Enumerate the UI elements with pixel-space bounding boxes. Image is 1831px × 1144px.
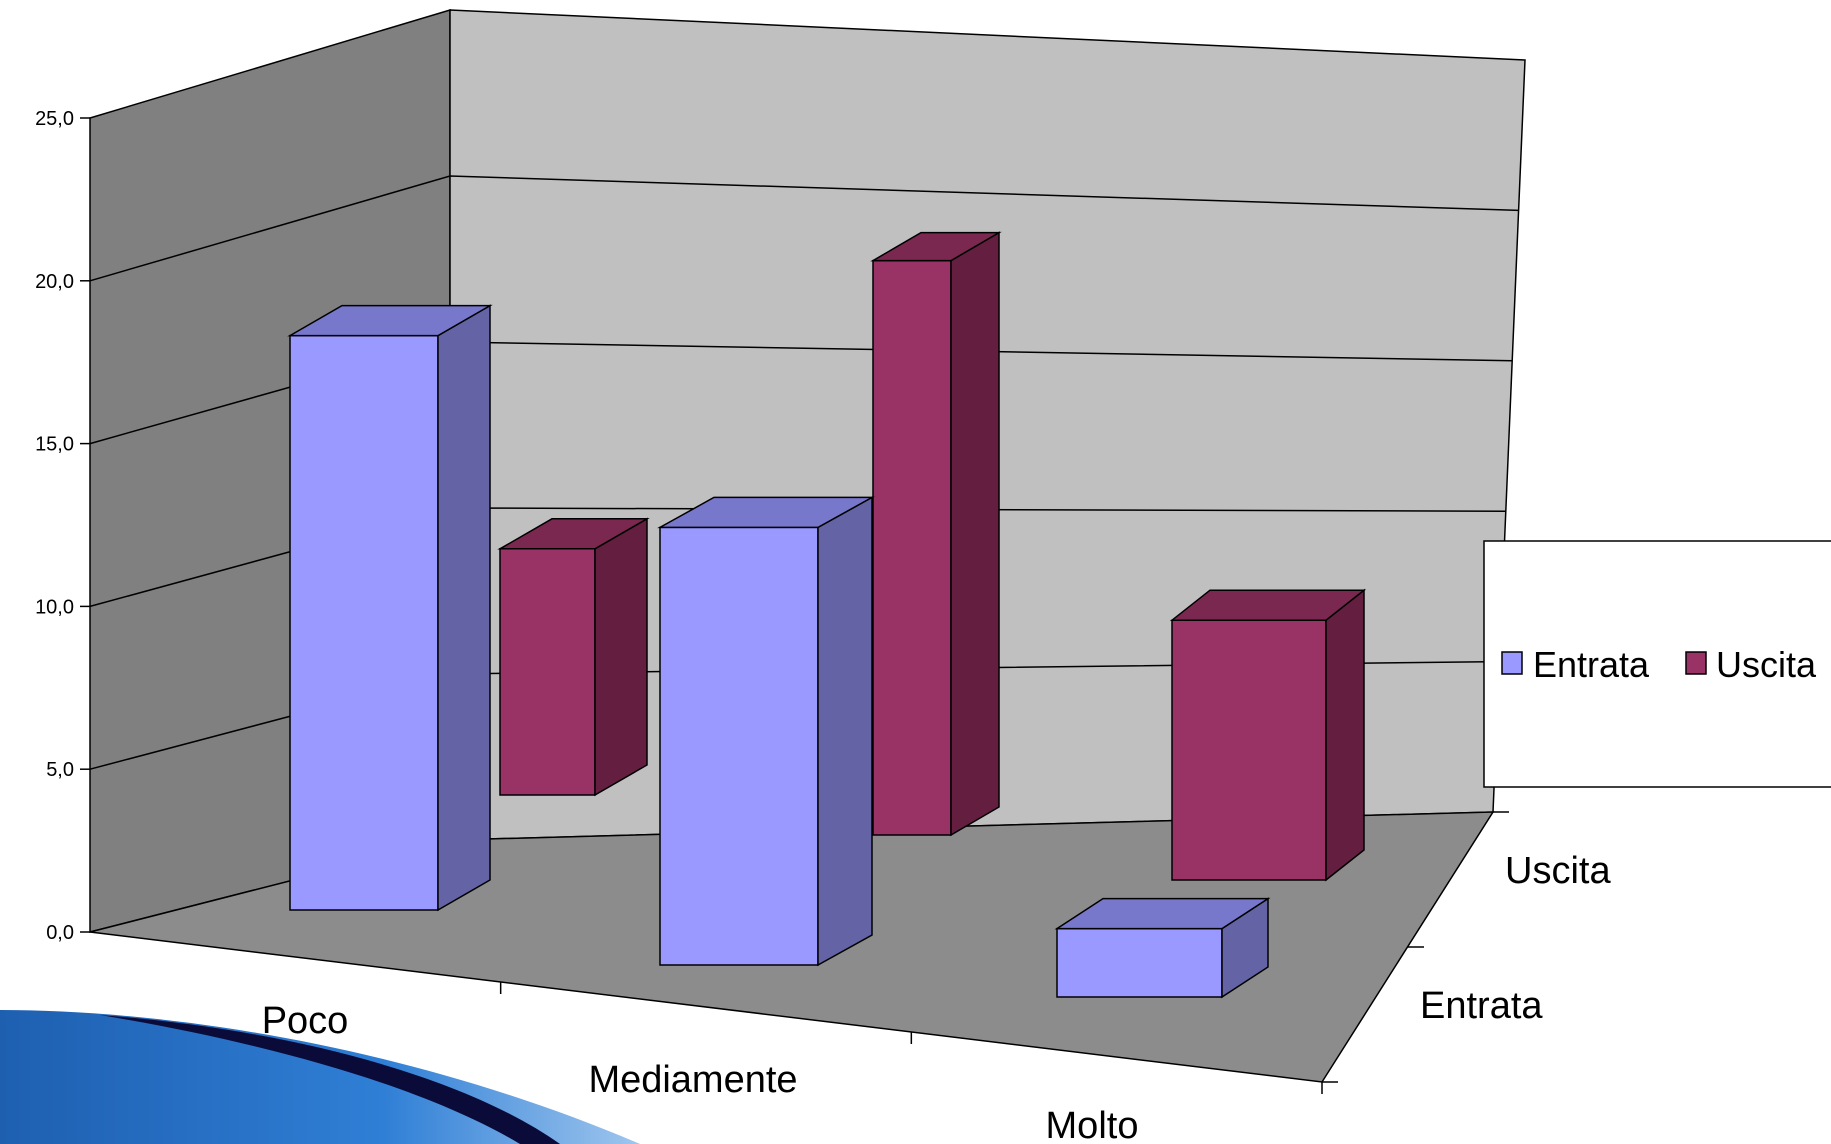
legend-swatch-uscita [1685, 651, 1707, 675]
bar-uscita-molto [1169, 588, 1367, 882]
x-category-label: Molto [1046, 1105, 1139, 1144]
bar-top-face [657, 496, 875, 529]
depth-axis-label: Entrata [1420, 985, 1543, 1027]
legend-box [1483, 540, 1831, 788]
bar-top-face [870, 231, 1002, 262]
bar-front-face [1171, 619, 1327, 881]
legend-swatch-entrata [1501, 651, 1523, 675]
bar-uscita-poco [497, 517, 650, 797]
bar-uscita-mediamente [870, 231, 1002, 837]
y-tick-label: 10,0 [35, 596, 74, 618]
bar-side-face [817, 496, 873, 967]
bar-front-face [1056, 927, 1223, 998]
bar-top-face [1054, 897, 1271, 930]
gridline [89, 175, 1519, 282]
bar-front-face [289, 334, 439, 911]
depth-axis: Entrata Uscita [1322, 811, 1611, 1083]
legend-label-uscita: Uscita [1716, 644, 1817, 685]
bars [287, 231, 1367, 999]
x-category-label: Mediamente [588, 1059, 797, 1101]
bar-entrata-molto [1054, 897, 1271, 999]
y-axis: 0,0 5,0 10,0 15,0 20,0 25,0 [35, 108, 90, 944]
bar-side-face [437, 304, 491, 912]
bar-front-face [499, 548, 596, 796]
bar-top-face [497, 518, 650, 550]
bar-top-face [1169, 589, 1367, 621]
bar-side-face [1325, 588, 1365, 882]
legend-label-entrata: Entrata [1533, 644, 1650, 685]
y-tick-label: 20,0 [35, 271, 74, 293]
bar-top-face [287, 304, 493, 337]
legend: Entrata Uscita [1483, 540, 1831, 788]
x-category-label: Poco [262, 1000, 349, 1042]
depth-axis-label: Uscita [1505, 850, 1611, 892]
y-tick-label: 15,0 [35, 434, 74, 456]
y-tick-label: 5,0 [46, 759, 74, 781]
bar-entrata-poco [287, 304, 493, 912]
bar-side-face [594, 517, 648, 797]
bar-front-face [872, 259, 952, 836]
bar-entrata-mediamente [657, 496, 875, 967]
y-tick-label: 25,0 [35, 108, 74, 130]
bar-side-face [950, 231, 1000, 837]
x-axis: Poco Mediamente Molto [262, 982, 1323, 1144]
bar-front-face [659, 526, 819, 966]
slide-swoosh-dark-stroke [100, 1015, 560, 1144]
y-tick-label: 0,0 [46, 922, 74, 944]
